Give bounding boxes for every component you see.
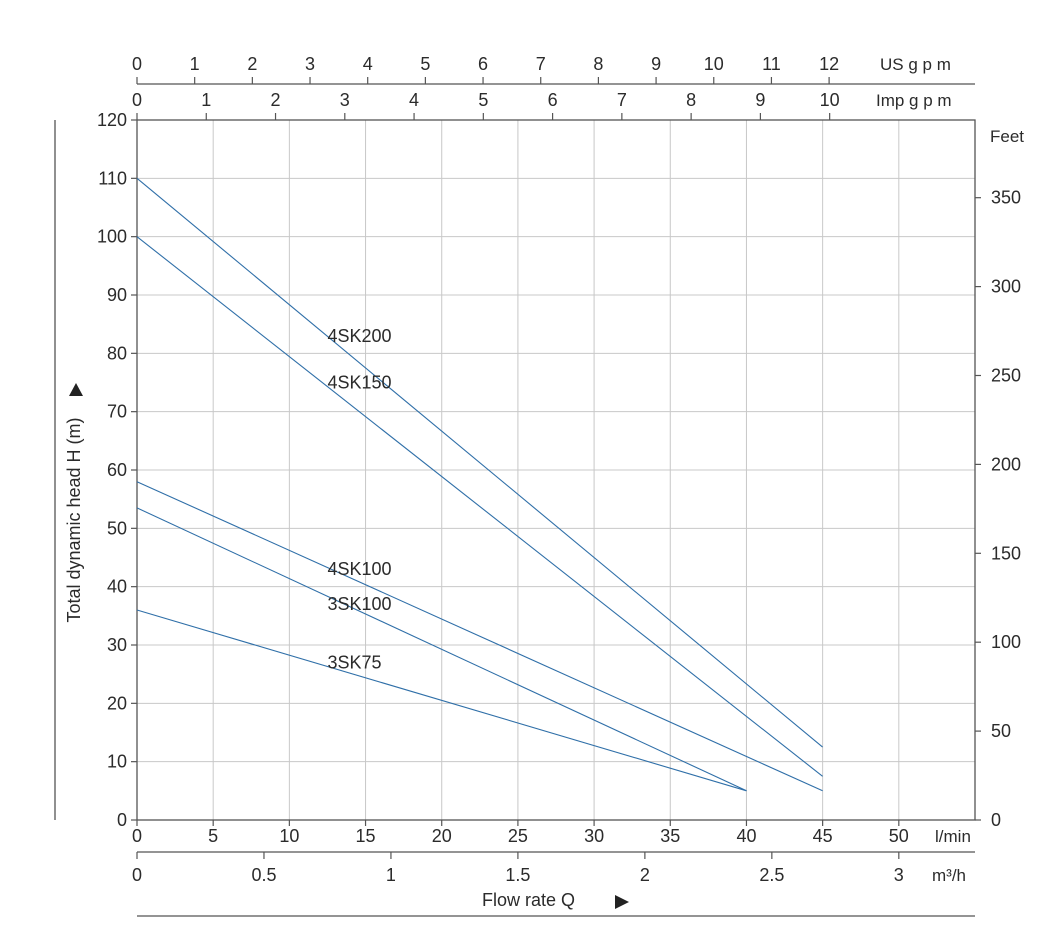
curve-4sk100 (136, 481, 823, 792)
x-tick-label-lmin: 35 (660, 826, 680, 846)
x-tick-label-impgpm: 10 (820, 90, 840, 110)
y-tick-label-m: 40 (107, 577, 127, 597)
x-tick-label-usgpm: 4 (363, 54, 373, 74)
x-tick-label-impgpm: 9 (755, 90, 765, 110)
x-unit-lmin: l/min (935, 827, 971, 846)
x-unit-impgpm: Imp g p m (876, 91, 952, 110)
x-tick-label-impgpm: 7 (617, 90, 627, 110)
x-axis-title: Flow rate Q (482, 890, 575, 910)
curve-3sk100 (136, 507, 747, 792)
x-tick-label-usgpm: 12 (819, 54, 839, 74)
y-tick-label-m: 100 (97, 227, 127, 247)
x-tick-label-m3h: 1 (386, 865, 396, 885)
x-tick-label-usgpm: 10 (704, 54, 724, 74)
x-tick-label-lmin: 25 (508, 826, 528, 846)
x-tick-label-lmin: 5 (208, 826, 218, 846)
x-tick-label-m3h: 2.5 (759, 865, 784, 885)
x-tick-label-m3h: 1.5 (505, 865, 530, 885)
y-tick-label-feet: 350 (991, 188, 1021, 208)
labels: l/min m³/h US g p m Imp g p m Feet Flow … (64, 54, 1024, 910)
x-tick-label-impgpm: 6 (548, 90, 558, 110)
y-tick-label-m: 70 (107, 402, 127, 422)
curves (136, 177, 823, 792)
y-tick-label-m: 110 (98, 168, 127, 188)
y-tick-label-m: 0 (117, 810, 127, 830)
x-tick-label-impgpm: 5 (478, 90, 488, 110)
x-tick-label-impgpm: 1 (201, 90, 211, 110)
x-tick-label-lmin: 0 (132, 826, 142, 846)
x-unit-usgpm: US g p m (880, 55, 951, 74)
x-tick-label-m3h: 0 (132, 865, 142, 885)
x-tick-label-impgpm: 3 (340, 90, 350, 110)
x-tick-label-usgpm: 7 (536, 54, 546, 74)
series-label-4sk150: 4SK150 (327, 373, 391, 393)
x-tick-label-usgpm: 11 (762, 54, 781, 74)
x-tick-label-usgpm: 3 (305, 54, 315, 74)
y-tick-label-feet: 0 (991, 810, 1001, 830)
series-label-4sk100: 4SK100 (327, 559, 391, 579)
y-tick-label-feet: 300 (991, 277, 1021, 297)
x-tick-label-usgpm: 8 (593, 54, 603, 74)
y-tick-label-m: 50 (107, 518, 127, 538)
x-tick-label-lmin: 50 (889, 826, 909, 846)
y-tick-label-m: 60 (107, 460, 127, 480)
x-tick-label-lmin: 20 (432, 826, 452, 846)
x-tick-label-usgpm: 0 (132, 54, 142, 74)
series-label-3sk75: 3SK75 (327, 653, 381, 673)
decorations (54, 120, 975, 917)
y-tick-label-m: 30 (107, 635, 127, 655)
y-tick-label-feet: 200 (991, 454, 1021, 474)
curve-4sk200 (136, 177, 823, 748)
x-tick-label-m3h: 0.5 (251, 865, 276, 885)
x-tick-label-lmin: 45 (813, 826, 833, 846)
x-unit-m3h: m³/h (932, 866, 966, 885)
x-tick-label-lmin: 40 (736, 826, 756, 846)
series-label-4sk200: 4SK200 (327, 326, 391, 346)
y-tick-label-feet: 250 (991, 365, 1021, 385)
y-tick-label-m: 90 (107, 285, 127, 305)
series-label-3sk100: 3SK100 (327, 594, 391, 614)
x-tick-label-m3h: 3 (894, 865, 904, 885)
x-tick-label-usgpm: 2 (247, 54, 257, 74)
y-tick-label-m: 80 (107, 343, 127, 363)
y-tick-label-feet: 100 (991, 632, 1021, 652)
x-tick-label-impgpm: 2 (271, 90, 281, 110)
y-tick-label-feet: 150 (991, 543, 1021, 563)
curve-4sk150 (136, 236, 823, 777)
curve-3sk75 (136, 609, 747, 792)
y-tick-label-feet: 50 (991, 721, 1011, 741)
grid (137, 120, 975, 820)
x-tick-label-usgpm: 5 (420, 54, 430, 74)
y-tick-label-m: 10 (107, 752, 127, 772)
x-tick-label-usgpm: 6 (478, 54, 488, 74)
x-axis-arrow-icon (615, 895, 629, 909)
y-unit-feet: Feet (990, 127, 1024, 146)
axes (136, 83, 976, 853)
x-tick-label-lmin: 30 (584, 826, 604, 846)
y-axis-arrow-icon (69, 383, 83, 396)
x-tick-label-m3h: 2 (640, 865, 650, 885)
x-tick-label-usgpm: 1 (190, 54, 200, 74)
y-axis-title: Total dynamic head H (m) (64, 417, 84, 622)
y-tick-label-m: 120 (97, 110, 127, 130)
x-tick-label-impgpm: 8 (686, 90, 696, 110)
x-tick-label-lmin: 15 (356, 826, 376, 846)
x-tick-label-impgpm: 0 (132, 90, 142, 110)
x-tick-label-lmin: 10 (279, 826, 299, 846)
x-tick-label-usgpm: 9 (651, 54, 661, 74)
y-tick-label-m: 20 (107, 693, 127, 713)
x-tick-label-impgpm: 4 (409, 90, 419, 110)
tick-marks (131, 77, 981, 859)
